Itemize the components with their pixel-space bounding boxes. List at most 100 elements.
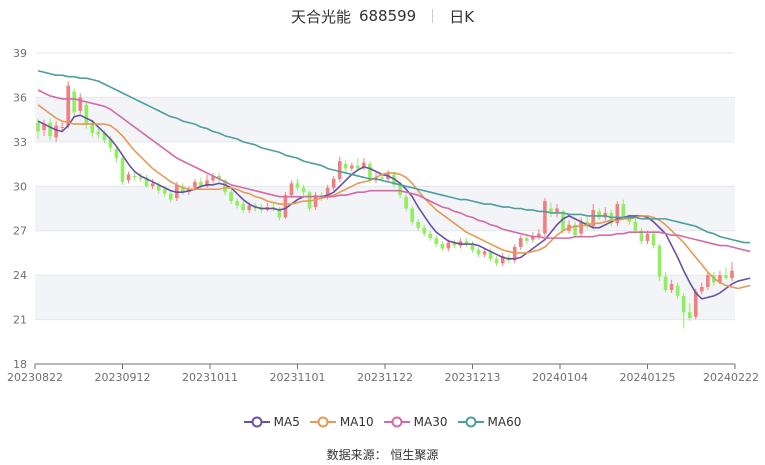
legend-circle-ma30 (391, 416, 403, 428)
candle-up (350, 165, 354, 169)
candle-up (706, 275, 710, 287)
stock-name: 天合光能 (290, 7, 351, 26)
y-tick-label: 21 (13, 314, 27, 327)
data-source: 数据来源： 恒生聚源 (326, 448, 439, 462)
candle-down (488, 251, 493, 259)
candle-down (368, 164, 372, 181)
chart-title: 天合光能 688599 日K (0, 4, 765, 28)
legend-label-ma5: MA5 (273, 415, 300, 429)
candle-down (687, 312, 692, 319)
candle-up (193, 181, 197, 188)
candle-down (597, 211, 602, 218)
candle-up (543, 201, 547, 234)
candle-down (162, 189, 167, 194)
candle-down (440, 244, 445, 249)
candle-up (693, 291, 698, 317)
ma-lines (37, 69, 751, 300)
candle-up (591, 209, 595, 227)
candle-down (416, 221, 420, 228)
candle-down (241, 204, 245, 210)
candle-down (380, 177, 384, 179)
candle-down (657, 245, 662, 277)
candle-down (229, 192, 233, 202)
candle-down (651, 233, 656, 246)
candle-down (452, 242, 457, 246)
candle-up (537, 233, 541, 237)
y-tick-label: 24 (13, 269, 27, 282)
candle-down (681, 295, 686, 313)
candle-down (90, 122, 95, 133)
candle-up (325, 187, 330, 197)
candle-up (283, 195, 288, 218)
candle-up (126, 174, 131, 181)
candle-down (639, 230, 644, 242)
x-tick-label: 20231011 (182, 371, 238, 384)
legend-item-ma10[interactable]: MA10 (309, 415, 374, 429)
y-tick-label: 36 (13, 91, 27, 104)
candle-down (48, 122, 52, 136)
candle-up (645, 233, 650, 242)
candle-down (36, 122, 40, 132)
x-tick-label: 20231101 (270, 371, 326, 384)
legend-circle-ma10 (317, 416, 329, 428)
candle-down (561, 211, 565, 231)
candle-up (66, 85, 70, 126)
legend: MA5 MA10 MA30 MA60 (0, 412, 765, 432)
candle-down (168, 193, 173, 200)
y-tick-label: 30 (13, 180, 27, 193)
x-tick-label: 20240125 (620, 371, 676, 384)
legend-item-ma60[interactable]: MA60 (457, 415, 522, 429)
ma-line-ma60 (37, 69, 751, 244)
candle-up (700, 286, 704, 292)
candle-up (518, 238, 523, 248)
candle-up (331, 178, 336, 188)
y-tick-label: 33 (13, 136, 27, 149)
candle-down (549, 208, 553, 213)
candle-down (223, 180, 227, 193)
candle-up (669, 284, 674, 290)
candle-up (730, 270, 734, 279)
candle-up (362, 162, 366, 168)
title-separator (432, 9, 434, 23)
candle-down (301, 187, 306, 193)
legend-item-ma30[interactable]: MA30 (383, 415, 448, 429)
candle-down (138, 177, 143, 179)
candle-up (337, 161, 342, 179)
candle-down (724, 275, 728, 279)
candle-down (181, 186, 185, 193)
candle-up (555, 208, 559, 213)
candle-down (114, 149, 119, 159)
candle-down (476, 249, 481, 255)
candle-down (102, 132, 107, 141)
candle-up (205, 180, 209, 187)
candle-down (356, 165, 360, 169)
grid-bands (35, 97, 735, 320)
x-tick-label: 20231213 (445, 371, 501, 384)
y-tick-label: 39 (13, 47, 27, 60)
candle-up (531, 236, 535, 240)
candle-down (410, 208, 414, 222)
legend-item-ma5[interactable]: MA5 (243, 415, 300, 429)
candle-down (156, 184, 161, 191)
candle-down (132, 175, 137, 178)
ma-line-ma5 (37, 114, 751, 300)
x-tick-label: 20230912 (95, 371, 151, 384)
x-tick-label: 20240104 (532, 371, 588, 384)
candle-down (108, 138, 113, 148)
grid-band (35, 97, 735, 142)
candle-up (42, 124, 46, 131)
candle-down (199, 181, 203, 187)
period-label: 日K (449, 7, 475, 26)
candle-up (615, 204, 620, 224)
candle-down (428, 233, 433, 239)
candle-up (60, 127, 64, 129)
candle-down (277, 208, 282, 218)
y-tick-label: 27 (13, 225, 27, 238)
candle-down (72, 91, 77, 113)
ma-line-ma10 (37, 104, 751, 290)
legend-label-ma60: MA60 (487, 415, 522, 429)
x-tick-label: 20230822 (7, 371, 63, 384)
y-tick-label: 18 (13, 358, 27, 371)
candle-down (675, 285, 680, 296)
